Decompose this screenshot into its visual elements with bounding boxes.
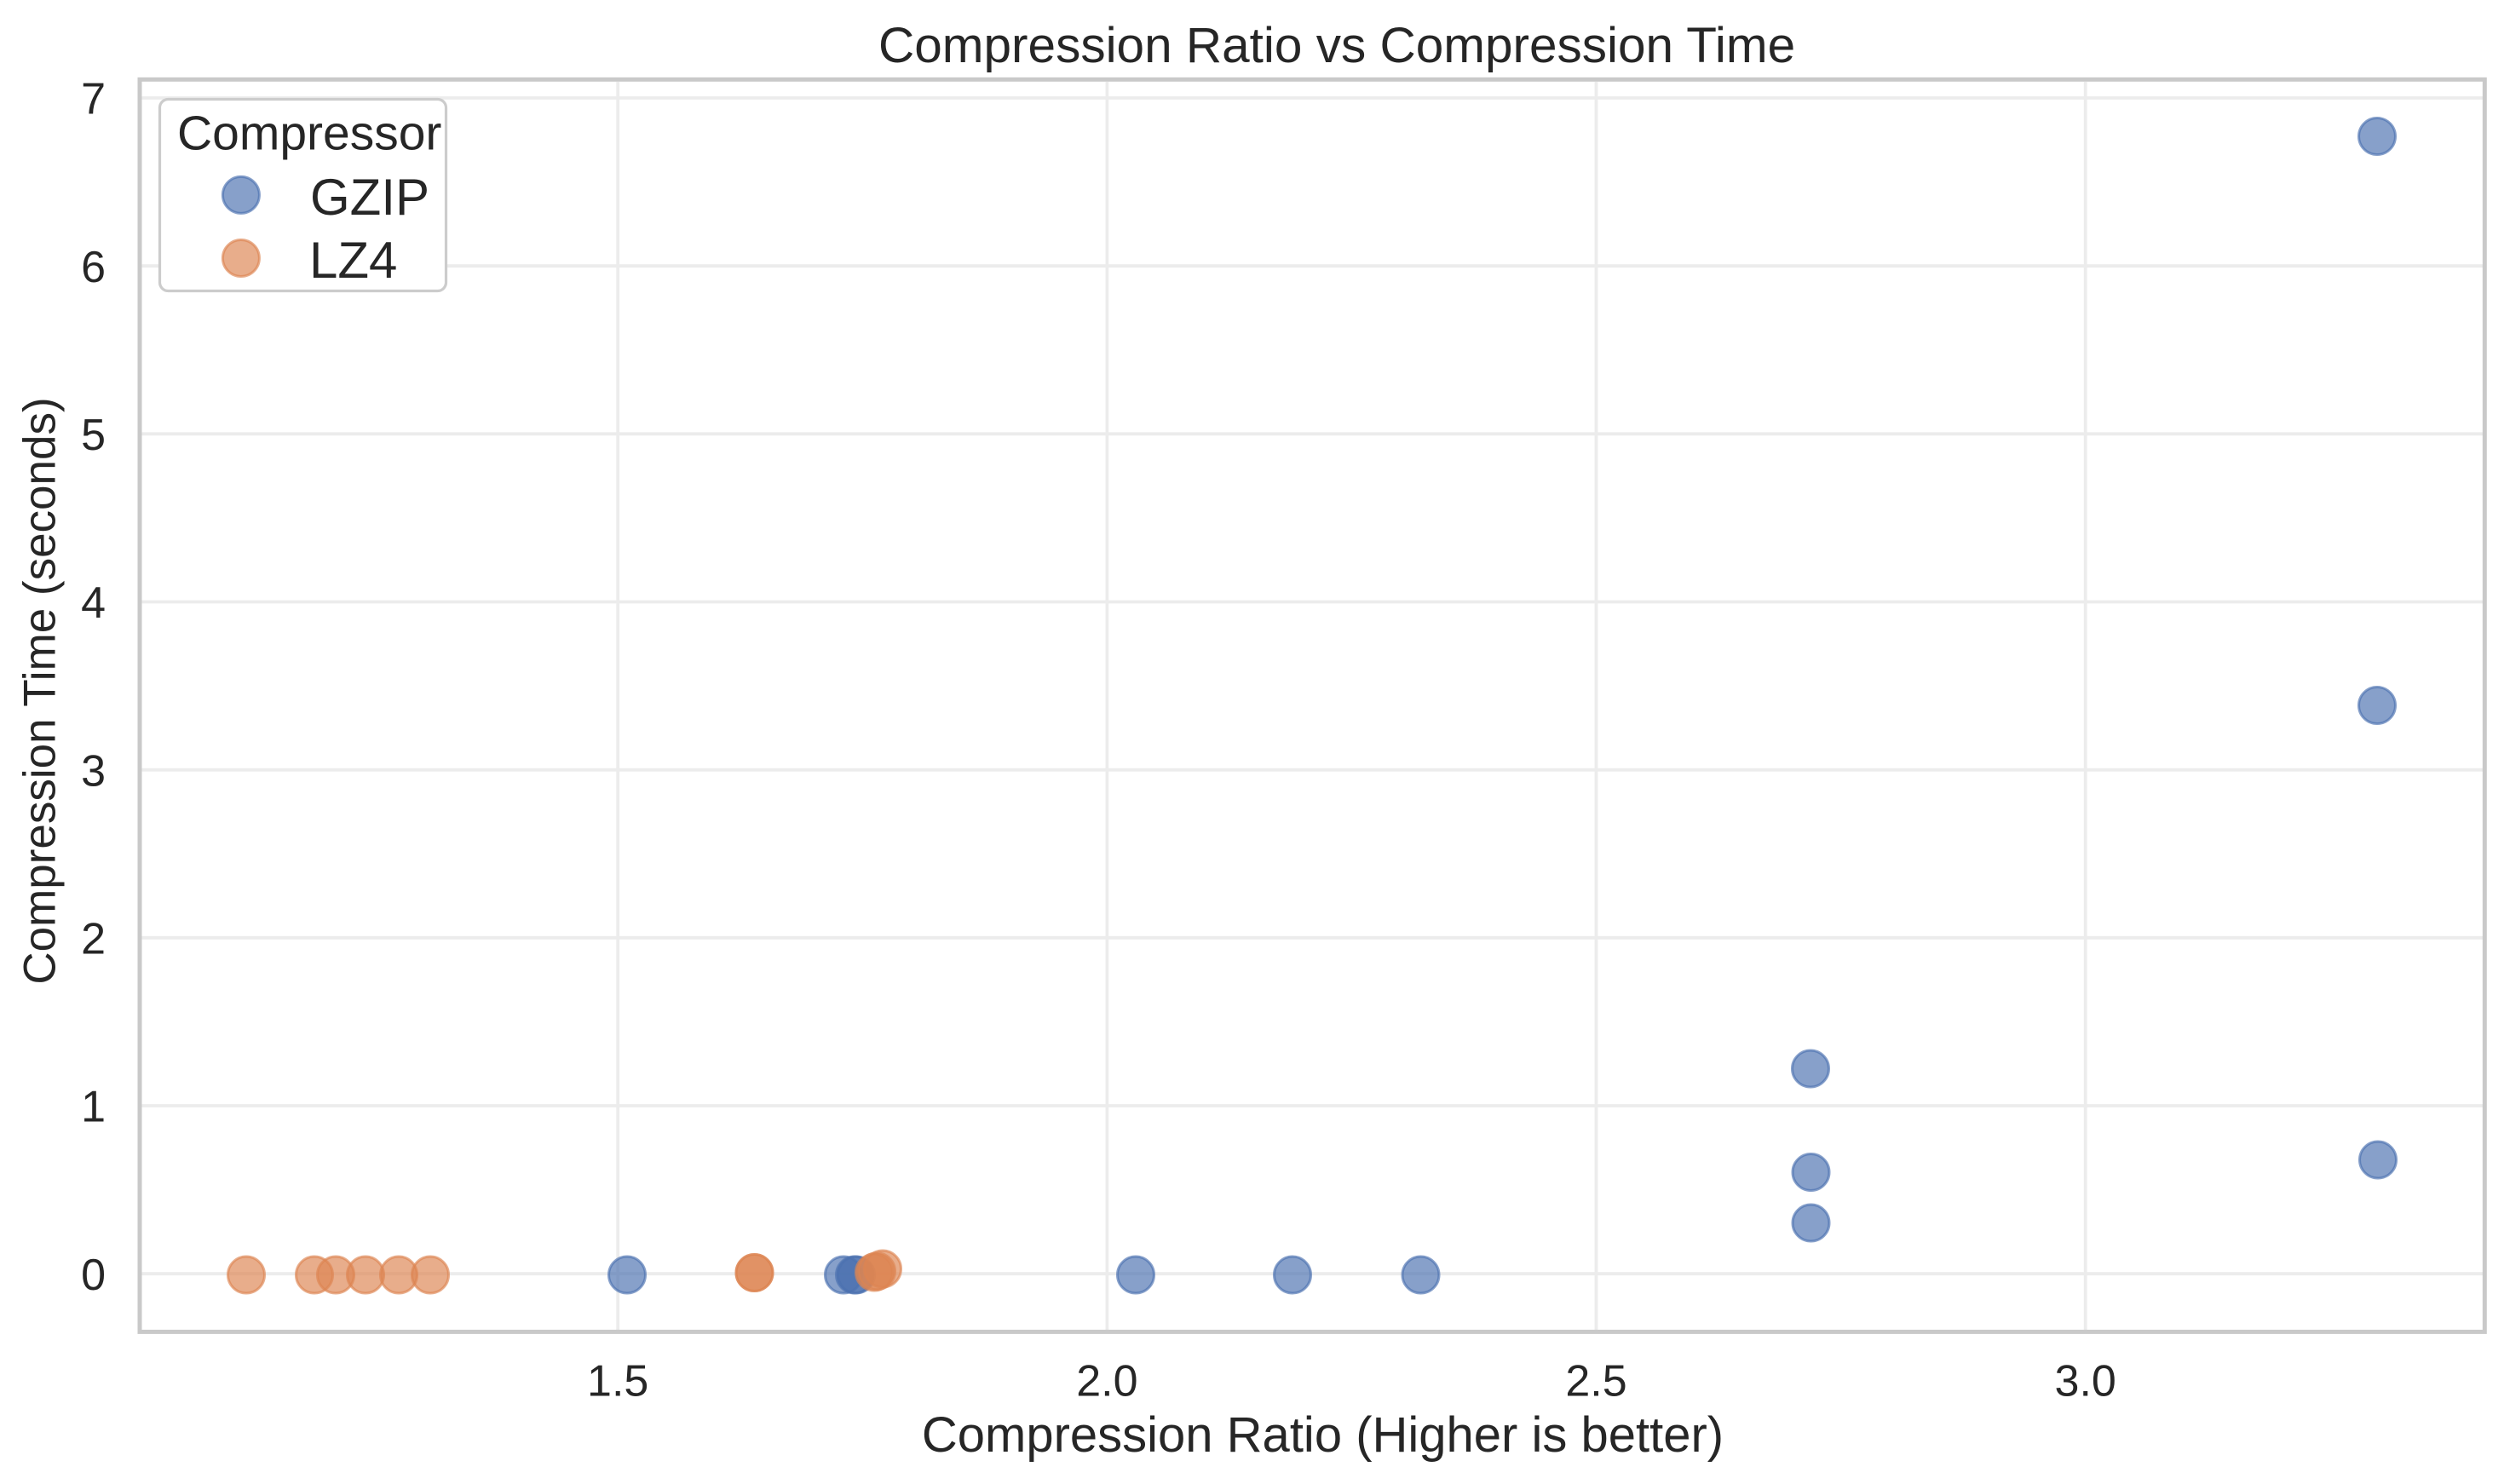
svg-text:7: 7 (81, 75, 106, 124)
svg-text:Compression Ratio vs Compressi: Compression Ratio vs Compression Time (878, 18, 1795, 73)
svg-text:GZIP: GZIP (310, 169, 429, 226)
svg-text:3: 3 (81, 746, 106, 796)
svg-text:2.0: 2.0 (1076, 1357, 1137, 1406)
svg-text:1: 1 (81, 1083, 106, 1132)
svg-text:LZ4: LZ4 (309, 232, 397, 289)
svg-text:Compression Time (seconds): Compression Time (seconds) (15, 397, 66, 984)
svg-text:1.5: 1.5 (587, 1357, 648, 1406)
svg-text:2: 2 (81, 915, 106, 964)
svg-text:0: 0 (81, 1251, 106, 1300)
svg-text:6: 6 (81, 243, 106, 292)
svg-text:Compressor: Compressor (177, 106, 441, 161)
svg-text:3.0: 3.0 (2055, 1357, 2116, 1406)
svg-text:4: 4 (81, 578, 106, 628)
svg-text:Compression Ratio (Higher is b: Compression Ratio (Higher is better) (922, 1407, 1724, 1463)
svg-text:5: 5 (81, 411, 106, 460)
svg-text:2.5: 2.5 (1565, 1357, 1626, 1406)
